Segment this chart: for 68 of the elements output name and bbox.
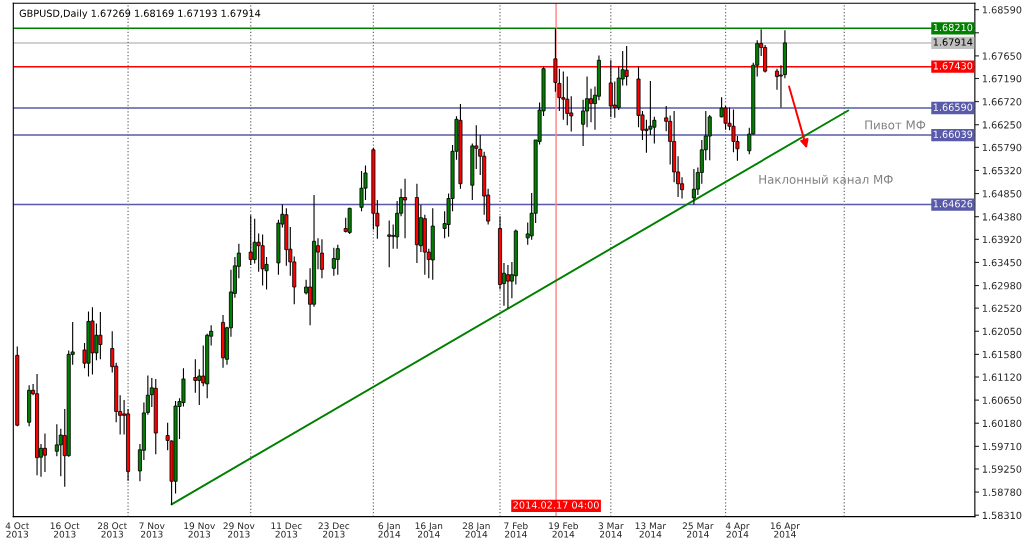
ref-line-label: 1.67430: [933, 62, 973, 70]
x-tick-label: 25 Mar 2014: [682, 522, 714, 538]
candlestick: [387, 220, 392, 268]
y-tick-label: 1.59710: [982, 442, 1022, 451]
x-tick-label: 23 Dec 2013: [318, 522, 350, 538]
x-tick-label: 7 Feb 2014: [504, 522, 528, 538]
y-tick-label: 1.63920: [982, 235, 1022, 244]
candlestick: [98, 311, 103, 360]
x-tick-label: 4 Apr 2014: [725, 522, 750, 538]
ref-line-label: 1.68210: [933, 23, 973, 32]
x-tick-label: 11 Dec 2013: [271, 522, 302, 538]
x-tick-label: 7 Nov 2013: [139, 522, 165, 538]
x-tick-label: 16 Jan 2014: [415, 522, 443, 538]
candlestick: [561, 71, 566, 121]
y-tick-label: 1.62050: [982, 327, 1022, 336]
candlestick: [403, 178, 408, 239]
ref-line-label: 1.64626: [933, 200, 973, 208]
candlestick: [331, 247, 336, 277]
y-tick-label: 1.62520: [982, 304, 1022, 312]
y-tick-label: 1.61120: [982, 373, 1022, 381]
ref-line-label: 1.67914: [933, 38, 973, 46]
y-tick-label: 1.64850: [982, 190, 1022, 198]
x-tick-label: 28 Oct 2013: [97, 522, 127, 538]
candlestick: [335, 244, 340, 276]
y-tick-label: 1.67190: [982, 74, 1022, 83]
candlestick: [42, 432, 47, 473]
candlestick: [505, 264, 510, 309]
y-tick-label: 1.66250: [982, 121, 1022, 129]
x-tick-label: 16 Oct 2013: [50, 522, 80, 538]
y-tick-label: 1.68590: [982, 6, 1022, 14]
x-tick-label: 6 Jan 2014: [378, 522, 401, 538]
y-tick-label: 1.60650: [982, 396, 1022, 404]
x-tick-label: 28 Jan 2014: [462, 522, 490, 538]
y-tick-label: 1.65320: [982, 166, 1022, 175]
x-tick-label: 3 Mar 2014: [598, 522, 624, 538]
candlestick: [248, 214, 253, 266]
ref-line-label: 2014.02.17 04:00: [513, 501, 599, 509]
candlestick: [723, 105, 728, 131]
x-tick-label: 19 Feb 2014: [549, 522, 578, 538]
x-tick-label: 13 Mar 2014: [635, 522, 667, 538]
text: GBPUSD,Daily 1.67269 1.68169 1.67193 1.67914: [19, 9, 261, 19]
x-tick-label: 4 Oct 2013: [5, 522, 30, 538]
y-tick-label: 1.62980: [982, 282, 1022, 290]
ref-line-label: 1.66590: [933, 103, 973, 111]
candlestick: [612, 80, 617, 119]
candlestick: [707, 114, 712, 161]
x-tick-label: 29 Nov 2013: [223, 522, 255, 538]
candlestick: [319, 238, 324, 279]
candlestick: [193, 358, 198, 394]
y-tick-label: 1.65790: [982, 143, 1022, 152]
annotation: Пивот МФ: [865, 120, 926, 130]
y-tick-label: 1.58780: [982, 488, 1022, 496]
candlestick: [691, 168, 696, 205]
annotation: Наклонный канал МФ: [759, 174, 893, 184]
y-tick-label: 1.61580: [982, 350, 1022, 359]
y-tick-label: 1.58310: [982, 511, 1022, 520]
y-tick-label: 1.60180: [982, 419, 1022, 428]
y-tick-label: 1.59250: [982, 465, 1022, 473]
candlestick: [260, 233, 265, 287]
candlestick: [589, 88, 594, 123]
ref-line-label: 1.66039: [933, 130, 973, 138]
y-tick-label: 1.64380: [982, 213, 1022, 221]
x-tick-label: 19 Nov 2013: [184, 522, 216, 538]
y-tick-label: 1.63450: [982, 258, 1022, 267]
x-tick-label: 16 Apr 2014: [770, 522, 800, 538]
y-tick-label: 1.67650: [982, 52, 1022, 60]
y-tick-label: 1.66720: [982, 98, 1022, 106]
candlestick: [359, 170, 364, 212]
